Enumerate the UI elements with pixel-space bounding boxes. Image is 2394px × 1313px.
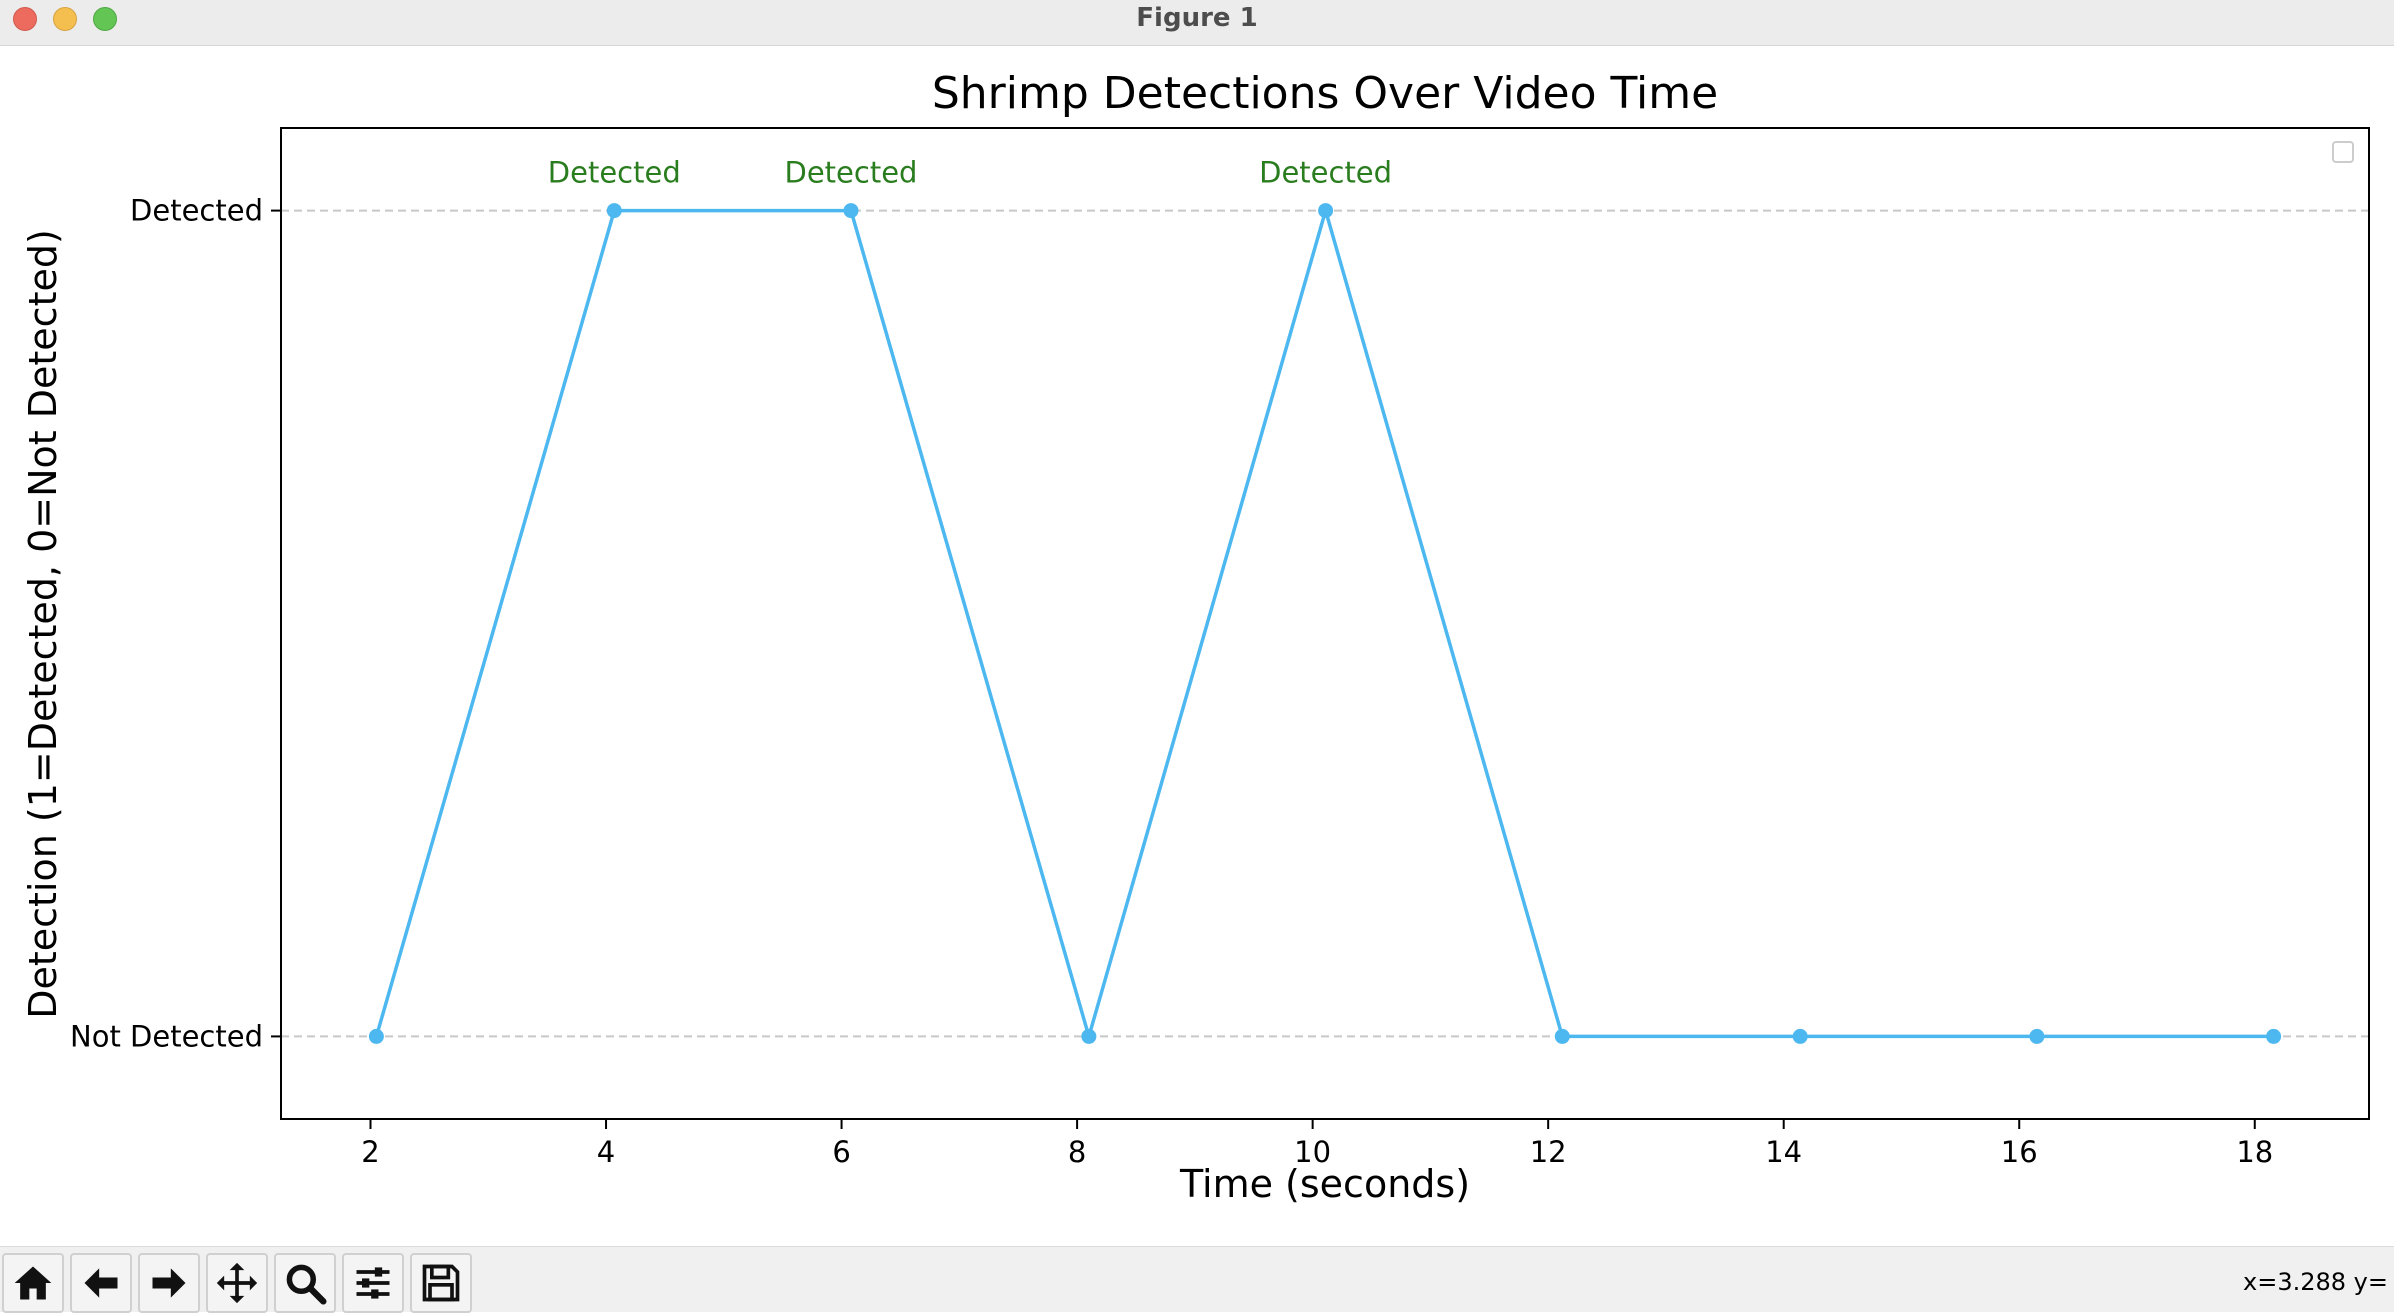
- zoom-window-button[interactable]: [93, 7, 117, 31]
- data-label: Detected: [785, 156, 918, 190]
- data-point: [1318, 203, 1334, 219]
- x-tick-label: 2: [361, 1135, 379, 1169]
- home-button[interactable]: [2, 1253, 64, 1313]
- series-layer: [368, 203, 2282, 1044]
- series-line: [374, 208, 2274, 1039]
- x-tick-label: 14: [1765, 1135, 1802, 1169]
- legend-box: [2332, 141, 2354, 163]
- plot-area[interactable]: [280, 127, 2370, 1120]
- cursor-coordinates: x=3.288 y=: [2243, 1268, 2388, 1296]
- x-tick-label: 4: [597, 1135, 615, 1169]
- back-arrow-icon: [84, 1268, 118, 1298]
- data-point: [1554, 1028, 1570, 1044]
- configure-subplots-icon: [356, 1267, 390, 1299]
- annotation-layer: Detected Detected Detected: [548, 156, 1392, 190]
- home-icon: [14, 1266, 52, 1300]
- data-point: [843, 203, 859, 219]
- data-point: [1081, 1028, 1097, 1044]
- data-point: [2029, 1028, 2045, 1044]
- x-tick-label: 8: [1068, 1135, 1086, 1169]
- data-label: Detected: [1259, 156, 1392, 190]
- data-point: [1792, 1028, 1808, 1044]
- data-point: [606, 203, 622, 219]
- window-titlebar: Figure 1: [0, 0, 2394, 46]
- data-label: Detected: [548, 156, 681, 190]
- grid-lines: [281, 209, 2369, 1038]
- forward-button[interactable]: [138, 1253, 200, 1313]
- x-tick-label: 10: [1294, 1135, 1331, 1169]
- zoom-button[interactable]: [274, 1253, 336, 1313]
- x-tick-label: 16: [2001, 1135, 2038, 1169]
- x-tick-label: 6: [832, 1135, 850, 1169]
- x-tick-label: 12: [1530, 1135, 1567, 1169]
- chart-figure: Detected Detected Detected Not DetectedDet…: [21, 68, 2370, 1206]
- save-button[interactable]: [410, 1253, 472, 1313]
- close-window-button[interactable]: [13, 7, 37, 31]
- forward-arrow-icon: [152, 1268, 186, 1298]
- x-axis-label: Time (seconds): [1179, 1162, 1470, 1206]
- minimize-window-button[interactable]: [53, 7, 77, 31]
- navigation-toolbar: [0, 1246, 2394, 1313]
- data-point: [368, 1028, 384, 1044]
- pan-button[interactable]: [206, 1253, 268, 1313]
- y-tick-label: Not Detected: [70, 1019, 263, 1053]
- tick-layer: Not Detected Detected 2 4 6 8 10 12 14 16 18: [70, 194, 2273, 1169]
- window-title: Figure 1: [1136, 3, 1258, 33]
- back-button[interactable]: [70, 1253, 132, 1313]
- chart-title: Shrimp Detections Over Video Time: [932, 68, 1718, 119]
- y-tick-label: Detected: [130, 194, 263, 228]
- x-tick-label: 18: [2236, 1135, 2273, 1169]
- data-point: [2266, 1028, 2282, 1044]
- zoom-magnifier-icon: [286, 1264, 327, 1305]
- y-axis-label: Detection (1=Detected, 0=Not Detected): [21, 229, 65, 1019]
- pan-move-icon: [216, 1262, 258, 1304]
- configure-subplots-button[interactable]: [342, 1253, 404, 1313]
- save-floppy-icon: [422, 1264, 460, 1302]
